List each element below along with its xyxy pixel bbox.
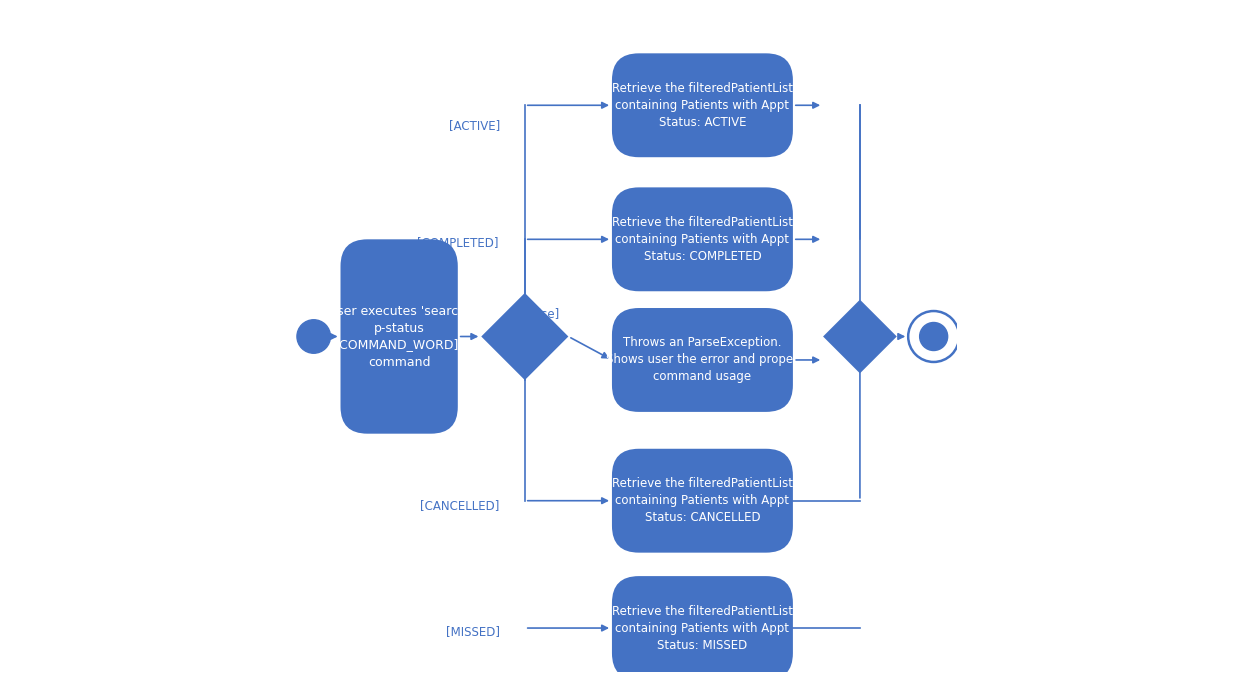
Text: [COMPLETED]: [COMPLETED] (417, 236, 499, 249)
Circle shape (919, 322, 948, 351)
Text: Retrieve the filteredPatientList
containing Patients with Appt
Status: MISSED: Retrieve the filteredPatientList contain… (612, 604, 792, 651)
Text: Retrieve the filteredPatientList
containing Patients with Appt
Status: ACTIVE: Retrieve the filteredPatientList contain… (612, 82, 792, 129)
Polygon shape (481, 293, 569, 380)
FancyBboxPatch shape (612, 187, 792, 291)
Text: [MISSED]: [MISSED] (447, 625, 500, 638)
Text: [CANCELLED]: [CANCELLED] (420, 499, 500, 512)
Text: [ACTIVE]: [ACTIVE] (449, 119, 500, 132)
Circle shape (908, 311, 959, 362)
Text: User executes 'search-
p-status
[COMMAND_WORD]'
command: User executes 'search- p-status [COMMAND… (328, 304, 470, 369)
FancyBboxPatch shape (612, 449, 792, 553)
FancyBboxPatch shape (612, 576, 792, 673)
FancyBboxPatch shape (612, 308, 792, 412)
Polygon shape (824, 299, 897, 374)
Text: [else]: [else] (526, 306, 560, 320)
FancyBboxPatch shape (612, 53, 792, 157)
FancyBboxPatch shape (341, 240, 458, 433)
Text: Throws an ParseException.
Shows user the error and proper
command usage: Throws an ParseException. Shows user the… (606, 336, 799, 384)
Text: Retrieve the filteredPatientList
containing Patients with Appt
Status: CANCELLED: Retrieve the filteredPatientList contain… (612, 477, 792, 524)
Circle shape (297, 320, 331, 353)
Text: Retrieve the filteredPatientList
containing Patients with Appt
Status: COMPLETED: Retrieve the filteredPatientList contain… (612, 216, 792, 263)
